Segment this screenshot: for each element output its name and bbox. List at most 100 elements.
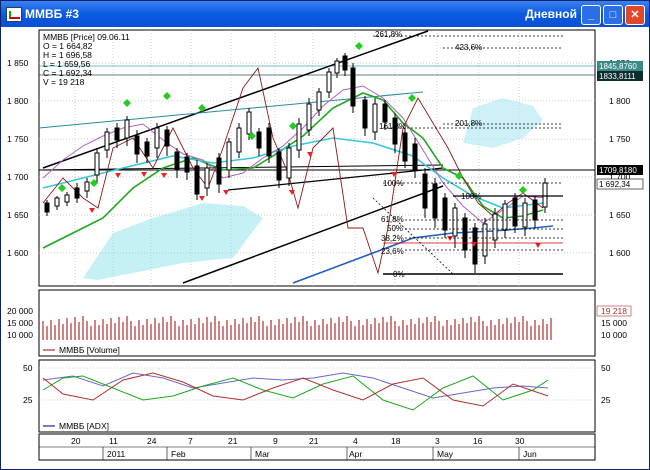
svg-text:1 800: 1 800 [609,96,631,106]
svg-text:16: 16 [473,436,483,446]
svg-text:61,8%: 61,8% [381,215,404,224]
ichimoku-cloud-2 [463,98,543,148]
price-header: ММВБ [Price] 09.06.11 [43,32,130,42]
adx-panel[interactable] [38,359,596,433]
svg-text:1 750: 1 750 [7,134,29,144]
svg-text:9: 9 [273,436,278,446]
svg-text:1 750: 1 750 [609,134,631,144]
price-tag-1709: 1709,8180 [599,166,637,175]
svg-text:1 650: 1 650 [609,210,631,220]
svg-text:20 000: 20 000 [7,306,33,316]
svg-text:24: 24 [147,436,157,446]
svg-text:7: 7 [188,436,193,446]
svg-text:19 218: 19 218 [601,306,627,316]
price-candles[interactable] [44,53,548,273]
svg-text:100%: 100% [461,192,481,201]
price-open: O = 1 664,82 [43,41,93,51]
svg-text:201,8%: 201,8% [455,119,482,128]
ichimoku-cloud-1 [83,203,263,280]
svg-text:30: 30 [515,436,525,446]
trend-line-flat [38,164,444,171]
plus-di-line [42,375,549,411]
svg-text:15 000: 15 000 [7,318,33,328]
volume-legend: ММВБ [Volume] [59,345,120,355]
svg-text:161,8%: 161,8% [379,122,406,131]
fibonacci-levels [372,35,563,275]
svg-text:10 000: 10 000 [7,330,33,340]
maximize-button[interactable]: □ [603,5,623,25]
chart-svg: ММВБ [Price] 09.06.11 O = 1 664,82 H = 1… [7,29,644,461]
price-low: L = 1 659,56 [43,59,90,69]
trend-line-blue [38,91,424,129]
svg-text:3: 3 [435,436,440,446]
trend-line-mid [227,167,444,191]
price-right-axis: 1 850 1 800 1 750 1 700 1 650 1 600 [609,58,631,258]
price-tag-1833: 1833,8111 [599,72,636,81]
time-axis-months: 2011 Feb Mar Apr May Jun [107,449,537,459]
svg-text:25: 25 [23,395,33,405]
svg-text:50: 50 [601,363,611,373]
adx-left-axis: 50 25 [23,363,33,405]
ma-cyan [42,137,544,209]
svg-text:4: 4 [353,436,358,446]
ohlc-readout: ММВБ [Price] 09.06.11 O = 1 664,82 H = 1… [43,32,130,87]
svg-text:10 000: 10 000 [601,330,627,340]
svg-text:Feb: Feb [171,449,186,459]
svg-text:1 600: 1 600 [7,248,29,258]
fractal-up-markers [58,42,527,194]
svg-text:11: 11 [109,436,118,446]
volume-bars[interactable] [42,316,552,340]
svg-text:1 700: 1 700 [7,172,29,182]
svg-text:50%: 50% [387,224,403,233]
chart-app-icon [6,7,22,22]
svg-text:261,8%: 261,8% [375,30,402,39]
svg-text:15 000: 15 000 [601,318,627,328]
price-close: C = 1 692,34 [43,68,92,78]
volume-panel[interactable] [38,289,596,357]
chart-area[interactable]: ММВБ [Price] 09.06.11 O = 1 664,82 H = 1… [3,28,647,467]
price-volume: V = 19 218 [43,77,85,87]
price-left-axis: 1 850 1 800 1 750 1 700 1 650 1 600 [7,58,29,258]
adx-right-axis: 50 25 [601,363,611,405]
title-bar[interactable]: ММВБ #3 Дневной _ □ ✕ [1,1,649,27]
svg-text:21: 21 [309,436,319,446]
svg-text:38,2%: 38,2% [381,234,404,243]
fib-labels: 261,8% 423,6% 201,8% 161,8% 100% 61,8% 5… [375,30,482,279]
timeframe-label[interactable]: Дневной [525,7,577,21]
svg-text:50: 50 [23,363,33,373]
svg-text:100%: 100% [383,179,403,188]
price-tags: 1845,8760 1833,8111 1709,8180 1 692,34 [596,61,644,190]
price-tag-1845: 1845,8760 [599,62,637,71]
svg-text:1 650: 1 650 [7,210,29,220]
svg-text:21: 21 [228,436,238,446]
window-title: ММВБ #3 [25,7,79,21]
svg-text:1 800: 1 800 [7,96,29,106]
svg-text:18: 18 [391,436,401,446]
svg-text:20: 20 [71,436,81,446]
time-axis-days: 20 11 24 7 21 9 21 4 18 3 16 30 [71,436,525,446]
svg-text:23,6%: 23,6% [381,247,404,256]
svg-text:423,6%: 423,6% [455,43,482,52]
svg-text:1 700: 1 700 [609,172,631,182]
svg-text:2011: 2011 [107,449,126,459]
price-high: H = 1 696,58 [43,50,92,60]
volume-left-axis: 20 000 15 000 10 000 [7,306,33,340]
svg-text:Mar: Mar [255,449,270,459]
svg-text:1 600: 1 600 [609,248,631,258]
adx-legend: ММВБ [ADX] [59,421,109,431]
svg-text:1 850: 1 850 [7,58,29,68]
price-tag-1692: 1 692,34 [599,180,631,189]
svg-text:25: 25 [601,395,611,405]
ma-blue [292,225,554,284]
lower-channel-line [182,185,444,284]
close-button[interactable]: ✕ [625,5,645,25]
minimize-button[interactable]: _ [581,5,601,25]
svg-text:Jun: Jun [523,449,537,459]
minus-di-line [42,372,549,407]
svg-text:May: May [437,449,454,459]
adx-line [42,372,549,399]
svg-text:Apr: Apr [349,449,362,459]
svg-text:0%: 0% [393,270,405,279]
volume-right-axis: 19 218 15 000 10 000 [596,305,632,340]
